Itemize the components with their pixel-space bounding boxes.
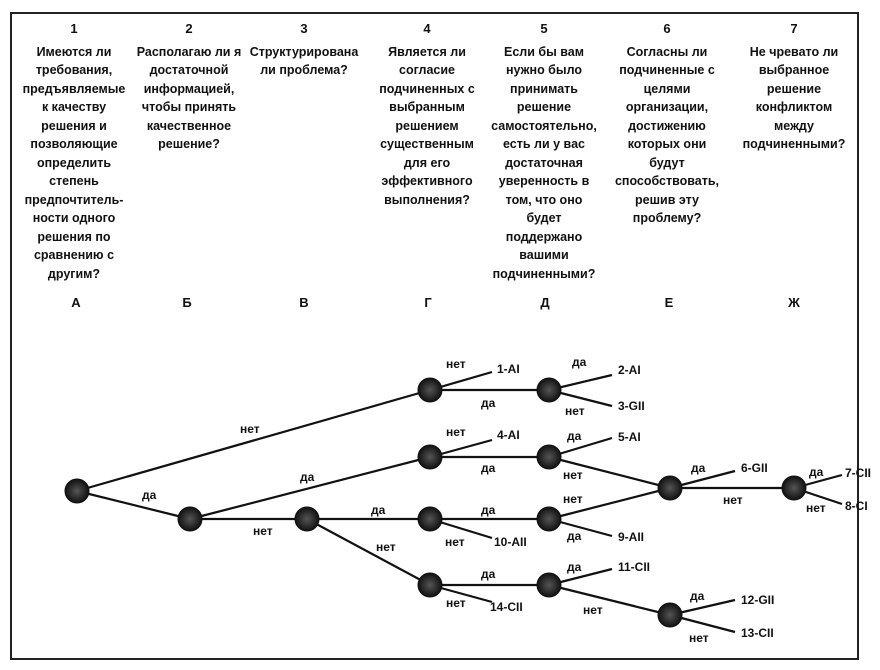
question-number: 2 bbox=[185, 21, 193, 36]
question-number: 3 bbox=[300, 21, 308, 36]
decision-node bbox=[536, 506, 562, 532]
outcome-label: 6-GII bbox=[741, 461, 768, 475]
label-yes: да bbox=[481, 567, 496, 581]
question-1: 1 Имеются ли требования, предъявляемые к… bbox=[18, 20, 130, 283]
column-label-e: Е bbox=[664, 295, 674, 310]
diagram-frame bbox=[10, 12, 859, 660]
decision-node bbox=[536, 572, 562, 598]
outcome-label: 4-AI bbox=[497, 428, 520, 442]
question-5: 5 Если бы вам нужно было принимать решен… bbox=[488, 20, 600, 283]
question-number: 4 bbox=[423, 21, 431, 36]
outcome-label: 9-AII bbox=[618, 530, 644, 544]
outcome-label: 10-AII bbox=[494, 535, 527, 549]
question-2: 2 Располагаю ли я достаточной информацие… bbox=[133, 20, 245, 154]
label-yes: да bbox=[481, 503, 496, 517]
question-3: 3 Структурирована ли проблема? bbox=[246, 20, 362, 80]
label-no: нет bbox=[446, 596, 466, 610]
question-number: 7 bbox=[790, 21, 798, 36]
tree-edge bbox=[189, 455, 431, 521]
question-text: Располагаю ли я достаточной информацией,… bbox=[136, 44, 242, 152]
label-yes: да bbox=[371, 503, 386, 517]
outcome-label: 1-AI bbox=[497, 362, 520, 376]
label-no: нет bbox=[240, 422, 260, 436]
tree-edge bbox=[548, 455, 671, 490]
label-yes: да bbox=[142, 488, 157, 502]
column-label-v: В bbox=[299, 295, 309, 310]
outcome-label: 3-GII bbox=[618, 399, 645, 413]
outcome-label: 5-AI bbox=[618, 430, 641, 444]
question-text: Является ли согласие подчиненных с выбра… bbox=[379, 44, 475, 207]
label-no: нет bbox=[583, 603, 603, 617]
column-label-a: А bbox=[71, 295, 81, 310]
label-yes: да bbox=[567, 529, 582, 543]
column-label-d: Д bbox=[540, 295, 550, 310]
tree-edge bbox=[76, 388, 431, 493]
outcome-label: 12-GII bbox=[741, 593, 774, 607]
label-yes: да bbox=[481, 396, 496, 410]
decision-node bbox=[536, 444, 562, 470]
question-text: Не чревато ли выбранное решение конфликт… bbox=[742, 44, 846, 152]
decision-node bbox=[177, 506, 203, 532]
column-label-g: Г bbox=[424, 295, 432, 310]
outcome-label: 2-AI bbox=[618, 363, 641, 377]
question-7: 7 Не чревато ли выбранное решение конфли… bbox=[737, 20, 851, 154]
decision-node bbox=[781, 475, 807, 501]
label-yes: да bbox=[691, 461, 706, 475]
question-text: Имеются ли требования, предъявляемые к к… bbox=[22, 44, 126, 281]
question-text: Если бы вам нужно было принимать решение… bbox=[491, 44, 597, 281]
label-yes: да bbox=[481, 461, 496, 475]
decision-node bbox=[64, 478, 90, 504]
decision-node bbox=[417, 572, 443, 598]
column-label-b: Б bbox=[182, 295, 192, 310]
label-no: нет bbox=[445, 535, 465, 549]
tree-edge bbox=[306, 518, 431, 586]
decision-node bbox=[294, 506, 320, 532]
label-yes: да bbox=[300, 470, 315, 484]
decision-node bbox=[536, 377, 562, 403]
label-yes: да bbox=[567, 560, 582, 574]
label-no: нет bbox=[563, 492, 583, 506]
decision-node bbox=[417, 444, 443, 470]
decision-node bbox=[657, 602, 683, 628]
label-no: нет bbox=[689, 631, 709, 645]
label-no: нет bbox=[723, 493, 743, 507]
label-no: нет bbox=[446, 425, 466, 439]
question-number: 1 bbox=[70, 21, 78, 36]
tree-edge bbox=[548, 486, 671, 521]
label-no: нет bbox=[446, 357, 466, 371]
outcome-label: 11-CII bbox=[618, 560, 650, 574]
outcome-label: 14-CII bbox=[490, 600, 523, 614]
label-no: нет bbox=[253, 524, 273, 538]
label-no: нет bbox=[563, 468, 583, 482]
label-yes: да bbox=[809, 465, 824, 479]
column-label-zh: Ж bbox=[788, 295, 800, 310]
decision-node bbox=[417, 377, 443, 403]
question-number: 5 bbox=[540, 21, 548, 36]
question-4: 4 Является ли согласие подчиненных с выб… bbox=[371, 20, 483, 209]
question-text: Согласны ли подчиненные с целями организ… bbox=[614, 44, 720, 226]
label-yes: да bbox=[567, 429, 582, 443]
label-no: нет bbox=[376, 540, 396, 554]
outcome-label: 13-CII bbox=[741, 626, 774, 640]
label-no: нет bbox=[565, 404, 585, 418]
label-yes: да bbox=[690, 589, 705, 603]
outcome-label: 7-CII bbox=[845, 466, 871, 480]
tree-edge bbox=[548, 583, 671, 617]
label-yes: да bbox=[572, 355, 587, 369]
outcome-label: 8-CI bbox=[845, 499, 868, 513]
decision-node bbox=[417, 506, 443, 532]
label-no: нет bbox=[806, 501, 826, 515]
question-number: 6 bbox=[663, 21, 671, 36]
question-6: 6 Согласны ли подчиненные с целями орган… bbox=[611, 20, 723, 228]
decision-node bbox=[657, 475, 683, 501]
tree-edge bbox=[76, 489, 191, 521]
question-text: Структурирована ли проблема? bbox=[249, 44, 359, 78]
